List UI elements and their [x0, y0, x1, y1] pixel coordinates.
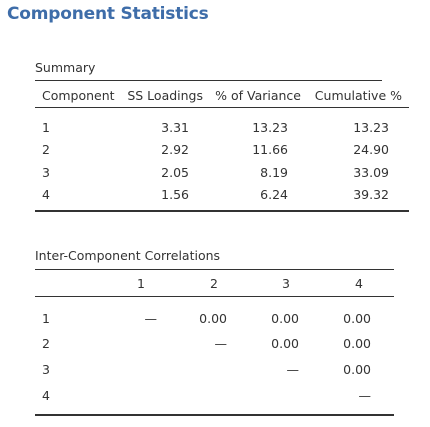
- summary-header-cumulative: Cumulative %: [314, 88, 402, 103]
- summary-cell: 13.23: [353, 120, 389, 135]
- correlations-header: 1: [137, 276, 145, 291]
- summary-cell: 6.24: [260, 187, 288, 202]
- correlations-cell: 3: [42, 362, 50, 377]
- summary-cell: 2: [42, 142, 50, 157]
- summary-cell: 39.32: [353, 187, 389, 202]
- correlations-cell: 0.00: [271, 336, 299, 351]
- correlations-cell: 0.00: [343, 336, 371, 351]
- summary-cell: 4: [42, 187, 50, 202]
- summary-cell: 3.31: [161, 120, 189, 135]
- summary-cell: 33.09: [353, 165, 389, 180]
- correlations-cell: —: [286, 362, 300, 377]
- summary-header-variance: % of Variance: [215, 88, 301, 103]
- summary-bottom-rule: [35, 210, 409, 212]
- correlations-cell: 0.00: [199, 311, 227, 326]
- summary-cell: 2.05: [161, 165, 189, 180]
- correlations-header-rule: [35, 296, 394, 297]
- summary-cell: 3: [42, 165, 50, 180]
- correlations-top-rule: [35, 269, 394, 270]
- summary-cell: 11.66: [252, 142, 288, 157]
- correlations-header: 4: [355, 276, 363, 291]
- correlations-cell: 0.00: [271, 311, 299, 326]
- correlations-cell: —: [214, 336, 228, 351]
- correlations-cell: 1: [42, 311, 50, 326]
- correlations-bottom-rule: [35, 414, 394, 416]
- correlations-cell: —: [358, 388, 372, 403]
- summary-cell: 1: [42, 120, 50, 135]
- summary-header-ss-loadings: SS Loadings: [127, 88, 203, 103]
- correlations-caption: Inter-Component Correlations: [35, 248, 221, 263]
- summary-top-rule: [35, 80, 382, 81]
- correlations-cell: 0.00: [343, 311, 371, 326]
- summary-cell: 2.92: [161, 142, 189, 157]
- summary-cell: 1.56: [161, 187, 189, 202]
- summary-cell: 24.90: [353, 142, 389, 157]
- correlations-cell: 0.00: [343, 362, 371, 377]
- summary-cell: 13.23: [252, 120, 288, 135]
- summary-caption: Summary: [35, 60, 96, 75]
- correlations-header: 2: [210, 276, 218, 291]
- correlations-cell: 2: [42, 336, 50, 351]
- summary-cell: 8.19: [260, 165, 288, 180]
- correlations-header: 3: [282, 276, 290, 291]
- page-title: Component Statistics: [7, 4, 209, 24]
- summary-header-rule: [35, 107, 409, 108]
- correlations-cell: 4: [42, 388, 50, 403]
- summary-header-component: Component: [42, 88, 115, 103]
- correlations-cell: —: [144, 311, 158, 326]
